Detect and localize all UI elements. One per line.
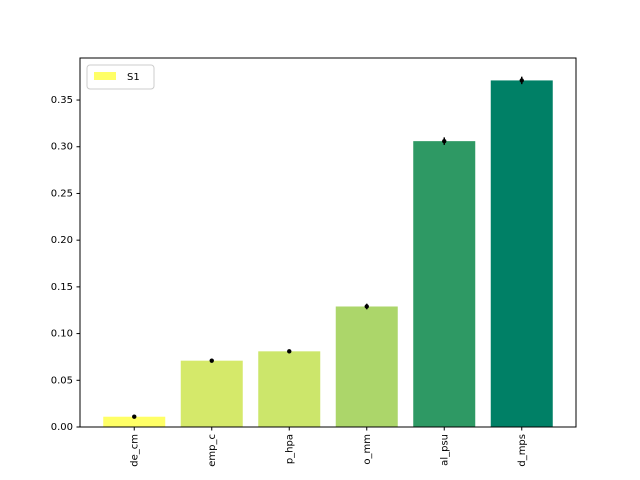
bar (103, 416, 166, 427)
bar (180, 360, 243, 427)
y-tick-label: 0.20 (51, 235, 73, 246)
error-point (209, 358, 214, 363)
y-tick-label: 0.15 (51, 282, 73, 293)
legend-box (86, 64, 155, 90)
y-tick-label: 0.00 (51, 422, 73, 433)
error-point (132, 414, 137, 419)
x-tick-label: emp_c (207, 434, 218, 467)
legend-label: S1 (127, 72, 140, 83)
bar (258, 351, 321, 427)
error-point (519, 78, 524, 83)
legend-swatch (94, 72, 116, 80)
x-tick-label: o_mm (362, 434, 373, 465)
y-tick-label: 0.35 (51, 95, 73, 106)
error-point (364, 304, 369, 309)
x-tick-label: de_cm (129, 434, 140, 467)
x-tick-label: p_hpa (284, 434, 295, 464)
y-tick-label: 0.10 (51, 329, 73, 340)
x-tick-label: al_psu (439, 434, 450, 466)
y-tick-label: 0.05 (51, 375, 73, 386)
error-point (442, 138, 447, 144)
y-tick-label: 0.30 (51, 142, 73, 153)
bar (335, 306, 398, 427)
x-tick-label: d_mps (517, 434, 528, 467)
y-tick-label: 0.25 (51, 188, 73, 199)
bar (413, 141, 476, 427)
bar (490, 80, 553, 427)
plot-frame (79, 57, 577, 428)
error-point (287, 349, 292, 354)
